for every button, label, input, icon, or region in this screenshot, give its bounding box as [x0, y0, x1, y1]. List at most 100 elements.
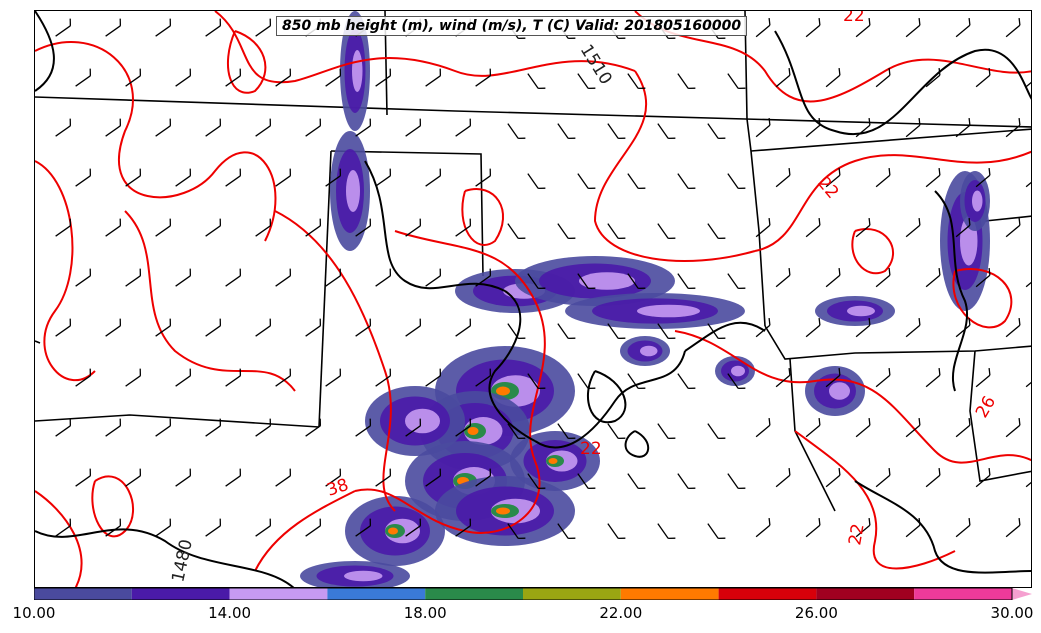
- wind-barb: [275, 468, 292, 487]
- wind-barb-staff: [855, 224, 871, 238]
- wind-barb-flag: [319, 418, 322, 426]
- wind-barb-flag: [788, 67, 791, 76]
- wind-barb-staff: [607, 423, 619, 439]
- wind-barb-flag: [918, 517, 921, 526]
- wind-barb: [75, 168, 92, 187]
- wind-barb-staff: [205, 425, 221, 437]
- wind-barb-staff: [405, 125, 421, 137]
- wind-barb-staff: [255, 225, 271, 237]
- wind-barb-flag: [668, 37, 676, 40]
- wind-barb: [677, 473, 696, 490]
- wind-barb-flag: [788, 467, 791, 476]
- colorbar-segment: [425, 588, 523, 600]
- wind-barb-flag: [938, 467, 941, 476]
- wind-barb: [627, 173, 646, 190]
- colorbar-segment: [816, 588, 915, 600]
- wind-barb-flag: [69, 218, 72, 226]
- wind-barb-flag: [269, 518, 272, 526]
- wind-barb-flag: [918, 217, 921, 226]
- wind-barb: [975, 367, 991, 388]
- temperature-contour: [35, 41, 277, 242]
- shading-blob-14: [640, 345, 658, 357]
- wind-barb: [727, 273, 746, 290]
- wind-barb-flag: [588, 87, 596, 90]
- wind-barb: [255, 418, 272, 437]
- height-contours: [35, 11, 1031, 587]
- wind-barb-flag: [818, 417, 821, 426]
- wind-barb: [707, 323, 726, 340]
- wind-barb-staff: [255, 525, 271, 537]
- wind-barb-staff: [657, 123, 669, 139]
- wind-barb-staff: [955, 524, 971, 538]
- wind-barb: [527, 173, 546, 190]
- wind-barb: [707, 123, 726, 140]
- wind-barb: [305, 118, 322, 137]
- wind-barb-staff: [355, 225, 371, 237]
- wind-barb-staff: [577, 473, 589, 489]
- wind-barb: [105, 18, 122, 37]
- wind-barb: [955, 417, 971, 438]
- colorbar-segment: [718, 588, 817, 600]
- wind-barb-staff: [775, 474, 791, 488]
- map-title: 850 mb height (m), wind (m/s), T (C) Val…: [276, 16, 748, 36]
- wind-barb-staff: [275, 475, 291, 487]
- wind-barb-flag: [968, 417, 971, 426]
- temperature-contour: [35, 490, 83, 587]
- wind-barb: [255, 318, 272, 337]
- wind-barb-staff: [925, 474, 941, 488]
- colorbar-extend-arrow: [1012, 588, 1032, 600]
- wind-barb: [975, 167, 991, 188]
- wind-barb-flag: [888, 467, 891, 476]
- wind-barb-flag: [289, 68, 292, 76]
- wind-barb-flag: [968, 217, 971, 226]
- wind-barb-flag: [838, 467, 841, 476]
- wind-barb-staff: [325, 75, 341, 87]
- wind-barb-flag: [389, 168, 392, 176]
- wind-barb-flag: [269, 18, 272, 26]
- wind-barb-flag: [189, 68, 192, 76]
- wind-barb: [557, 523, 576, 540]
- wind-barb-flag: [868, 17, 871, 26]
- wind-barb: [405, 118, 422, 137]
- wind-barb: [727, 173, 746, 190]
- wind-barb-staff: [475, 475, 491, 487]
- wind-barb: [105, 518, 122, 537]
- wind-barb: [1025, 274, 1031, 288]
- state-border-line: [35, 414, 320, 428]
- wind-barb: [507, 323, 526, 340]
- wind-barb-staff: [775, 274, 791, 288]
- wind-barb-staff: [955, 224, 971, 238]
- state-border-line: [789, 358, 836, 512]
- wind-barb-staff: [325, 275, 341, 287]
- temp-label-38: 38: [324, 475, 351, 501]
- wind-barb-staff: [755, 24, 771, 38]
- wind-barb-flag: [668, 337, 676, 340]
- wind-barb-staff: [955, 24, 971, 38]
- wind-barb-flag: [169, 218, 172, 226]
- shading-blob-14: [972, 190, 983, 212]
- wind-barb-flag: [738, 87, 746, 90]
- wind-barb: [905, 117, 921, 138]
- wind-barb-flag: [369, 318, 372, 326]
- wind-barb-flag: [219, 418, 222, 426]
- wind-barb-flag: [69, 118, 72, 126]
- wind-barb-flag: [139, 168, 142, 176]
- temperature-contour: [214, 11, 636, 84]
- wind-barb-staff: [805, 124, 821, 138]
- wind-barb-staff: [455, 425, 471, 437]
- wind-barb-flag: [718, 337, 726, 340]
- height-contour: [534, 350, 686, 449]
- wind-barb-flag: [518, 37, 526, 40]
- wind-barb-flag: [369, 418, 372, 426]
- wind-barb-staff: [205, 325, 221, 337]
- wind-barb: [557, 223, 576, 240]
- wind-barb-staff: [155, 125, 171, 137]
- wind-barb: [627, 73, 646, 90]
- wind-barb-staff: [405, 525, 421, 537]
- temperature-contour: [851, 228, 895, 275]
- wind-barb-staff: [175, 475, 191, 487]
- map-plot-area: 1510 1480 22 22 22 22 38 26: [34, 10, 1032, 588]
- wind-barb-flag: [768, 17, 771, 26]
- wind-barb-staff: [255, 425, 271, 437]
- wind-barb-flag: [1018, 417, 1021, 426]
